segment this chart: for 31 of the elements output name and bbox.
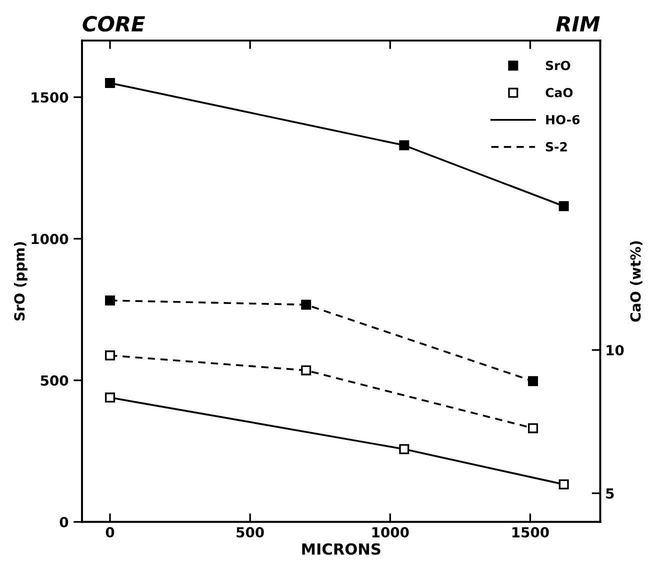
point — [301, 365, 312, 376]
text: CORE — [82, 16, 145, 32]
legend-label: CaO — [546, 88, 573, 98]
legend-label: SrO — [546, 60, 570, 70]
point — [558, 201, 569, 212]
text: RIM — [556, 16, 600, 32]
point — [301, 300, 312, 310]
x-axis-title: MICRONS — [302, 543, 380, 555]
point — [105, 392, 116, 403]
y-tick-label: 500 — [40, 375, 68, 386]
y2-tick-label: 5 — [606, 488, 614, 499]
y-tick-label: 0 — [60, 516, 68, 528]
point — [105, 350, 116, 360]
legend-label: HO-6 — [546, 114, 580, 124]
point — [399, 444, 410, 454]
x-tick-label: 500 — [236, 527, 264, 538]
y2-axis-title: CaO (wt%) — [630, 241, 642, 322]
point — [105, 78, 116, 88]
x-tick-label: 0 — [106, 527, 114, 538]
point — [558, 479, 569, 490]
x-tick-label: 1500 — [512, 527, 549, 538]
point — [399, 140, 410, 150]
legend-label: S-2 — [546, 142, 567, 152]
point — [528, 423, 538, 434]
point — [528, 376, 538, 386]
y-axis-title: SrO (ppm) — [14, 242, 28, 320]
point — [105, 295, 116, 306]
y-tick-label: 1000 — [32, 234, 68, 244]
x-tick-label: 1000 — [372, 527, 409, 538]
y2-tick-label: 10 — [606, 344, 624, 356]
y-tick-label: 1500 — [32, 92, 68, 103]
